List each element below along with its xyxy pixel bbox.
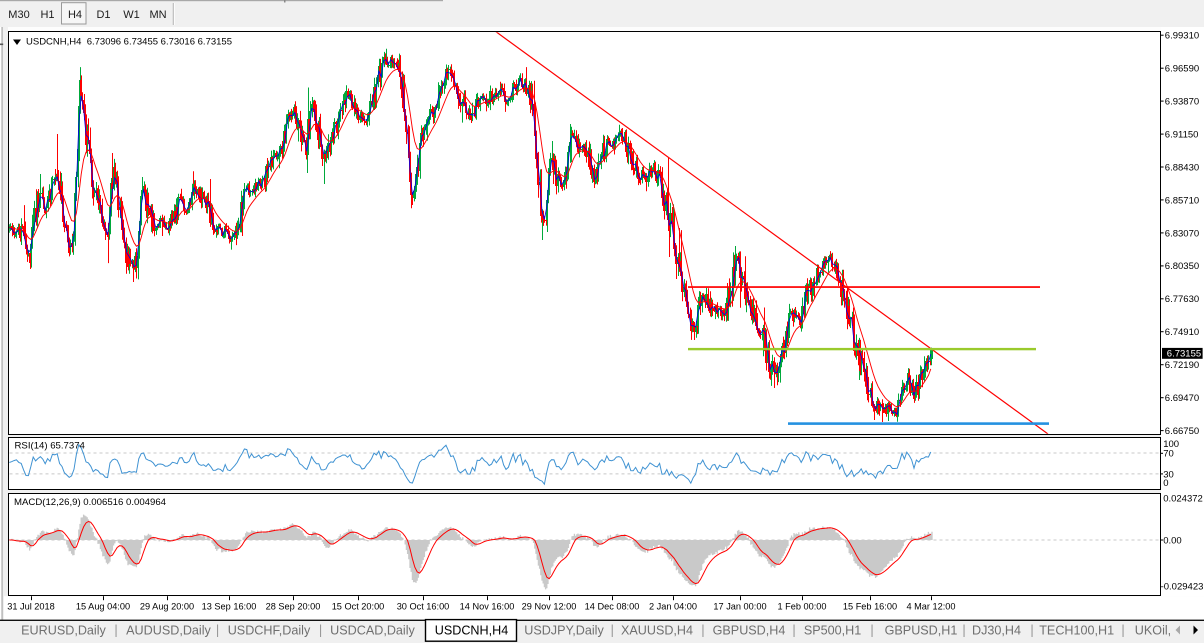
svg-text:2 Jan 04:00: 2 Jan 04:00: [649, 602, 697, 612]
svg-text:W1: W1: [123, 9, 140, 21]
svg-text:RSI(14) 65.7374: RSI(14) 65.7374: [15, 441, 86, 452]
svg-text:0.024372: 0.024372: [1163, 494, 1203, 505]
svg-text:DJ30,H4: DJ30,H4: [972, 624, 1021, 638]
svg-text:17 Jan 00:00: 17 Jan 00:00: [713, 602, 766, 612]
svg-text:TECH100,H1: TECH100,H1: [1039, 624, 1114, 638]
svg-text:6.73155: 6.73155: [1167, 348, 1201, 359]
svg-text:H1: H1: [40, 9, 54, 21]
svg-text:0: 0: [1163, 478, 1168, 489]
svg-text:EURUSD,Daily: EURUSD,Daily: [21, 624, 106, 638]
svg-text:XAUUSD,H4: XAUUSD,H4: [621, 624, 693, 638]
svg-text:29 Aug 20:00: 29 Aug 20:00: [140, 602, 194, 612]
svg-text:15 Aug 04:00: 15 Aug 04:00: [76, 602, 130, 612]
svg-text:15 Feb 16:00: 15 Feb 16:00: [843, 602, 897, 612]
svg-text:70: 70: [1163, 449, 1174, 460]
svg-text:6.83070: 6.83070: [1165, 228, 1199, 239]
svg-text:6.88430: 6.88430: [1165, 162, 1199, 173]
svg-text:6.96590: 6.96590: [1165, 64, 1199, 75]
svg-text:USDCNH,H4: USDCNH,H4: [435, 624, 508, 638]
svg-text:100: 100: [1163, 439, 1179, 450]
svg-text:D1: D1: [96, 9, 110, 21]
svg-text:14 Dec 08:00: 14 Dec 08:00: [585, 602, 640, 612]
svg-text:USDCHF,Daily: USDCHF,Daily: [228, 624, 311, 638]
svg-text:H4: H4: [68, 9, 82, 21]
svg-text:4 Mar 12:00: 4 Mar 12:00: [906, 602, 955, 612]
svg-text:SP500,H1: SP500,H1: [804, 624, 861, 638]
svg-text:14 Nov 16:00: 14 Nov 16:00: [460, 602, 515, 612]
svg-text:GBPUSD,H4: GBPUSD,H4: [713, 624, 786, 638]
svg-text:0.00: 0.00: [1163, 535, 1182, 546]
svg-text:UKOil,: UKOil,: [1135, 624, 1171, 638]
svg-text:6.80350: 6.80350: [1165, 261, 1199, 272]
svg-text:1 Feb 00:00: 1 Feb 00:00: [777, 602, 826, 612]
svg-text:31 Jul 2018: 31 Jul 2018: [7, 602, 55, 612]
svg-text:MACD(12,26,9) 0.006516 0.00496: MACD(12,26,9) 0.006516 0.004964: [14, 497, 167, 508]
svg-text:M30: M30: [8, 9, 29, 21]
svg-text:29 Nov 12:00: 29 Nov 12:00: [522, 602, 577, 612]
svg-text:30: 30: [1163, 469, 1174, 480]
svg-text:28 Sep 20:00: 28 Sep 20:00: [266, 602, 321, 612]
svg-text:AUDUSD,Daily: AUDUSD,Daily: [126, 624, 211, 638]
svg-text:6.99310: 6.99310: [1165, 31, 1199, 42]
svg-text:GBPUSD,H1: GBPUSD,H1: [885, 624, 958, 638]
svg-text:15 Oct 20:00: 15 Oct 20:00: [332, 602, 385, 612]
svg-text:6.74910: 6.74910: [1165, 327, 1199, 338]
svg-text:30 Oct 16:00: 30 Oct 16:00: [397, 602, 450, 612]
svg-text:6.72190: 6.72190: [1165, 360, 1199, 371]
svg-text:6.85710: 6.85710: [1165, 195, 1199, 206]
svg-text:13 Sep 16:00: 13 Sep 16:00: [202, 602, 257, 612]
svg-text:6.69470: 6.69470: [1165, 393, 1199, 404]
svg-text:USDCNH,H4 6.73096 6.73455 6.7: USDCNH,H4 6.73096 6.73455 6.73016 6.7315…: [26, 36, 232, 47]
svg-text:MN: MN: [149, 9, 166, 21]
svg-text:6.91150: 6.91150: [1165, 130, 1199, 141]
svg-text:6.93870: 6.93870: [1165, 97, 1199, 108]
svg-text:6.66750: 6.66750: [1165, 426, 1199, 437]
svg-text:USDCAD,Daily: USDCAD,Daily: [330, 624, 415, 638]
svg-text:6.77630: 6.77630: [1165, 294, 1199, 305]
svg-text:USDJPY,Daily: USDJPY,Daily: [524, 624, 604, 638]
svg-text:-0.029423: -0.029423: [1161, 582, 1204, 593]
